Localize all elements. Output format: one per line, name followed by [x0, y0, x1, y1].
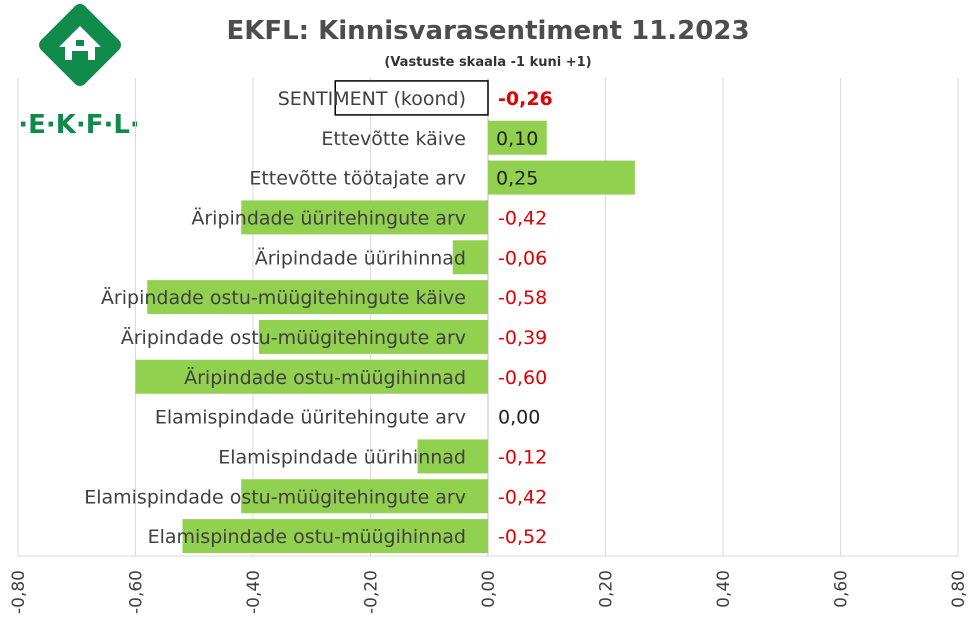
ekfl-logo: ·E·K·F·L·	[18, 4, 140, 140]
bar	[488, 120, 547, 155]
x-tick-label: -0,20	[362, 570, 382, 614]
bars	[135, 80, 635, 554]
value-labels: -0,26 0,10 0,25 -0,42 -0,06 -0,58 -0,39 -0,60 0,…	[496, 88, 553, 548]
bar	[182, 519, 488, 554]
x-tick-label: 0,00	[479, 570, 499, 608]
value-label: -0,52	[498, 526, 547, 548]
value-label: -0,58	[498, 287, 547, 309]
value-label: -0,42	[498, 486, 547, 508]
bar	[334, 80, 489, 116]
category-label: Elamispindade üürihinnad	[218, 446, 466, 468]
category-label: Äripindade ostu-müügitehingute käive	[101, 286, 466, 309]
value-label: -0,60	[498, 367, 547, 389]
category-labels: SENTIMENT (koond) Ettevõtte käive Ettevõtt…	[84, 88, 466, 548]
bar	[452, 240, 488, 275]
value-label: -0,42	[498, 207, 547, 229]
value-label: -0,39	[498, 327, 547, 349]
x-tick-label: -0,80	[9, 570, 29, 614]
value-label: -0,26	[498, 88, 553, 110]
category-label: SENTIMENT (koond)	[278, 88, 466, 110]
x-tick-label: 0,20	[597, 570, 617, 608]
value-label: 0,25	[496, 168, 538, 190]
value-label: 0,10	[496, 128, 538, 150]
x-tick-label: -0,40	[244, 570, 264, 614]
bar	[241, 479, 488, 514]
x-tick-label: 0,80	[949, 570, 969, 608]
x-tick-label: 0,40	[714, 570, 734, 608]
value-label: 0,00	[498, 407, 540, 429]
category-label: Ettevõtte töötajate arv	[249, 168, 466, 190]
chart-subtitle: (Vastuste skaala -1 kuni +1)	[384, 55, 591, 70]
category-label: Äripindade üürihinnad	[255, 246, 466, 269]
x-tick-label: 0,60	[832, 570, 852, 608]
x-tick-label: -0,60	[127, 570, 147, 614]
bar	[488, 160, 635, 195]
category-label: Elamispindade ostu-müügitehingute arv	[84, 486, 466, 508]
bar	[258, 319, 488, 354]
bar	[147, 280, 488, 315]
bar	[241, 200, 488, 235]
bar	[135, 359, 488, 394]
category-label: Elamispindade ostu-müügihinnad	[148, 526, 466, 548]
category-label: Ettevõtte käive	[321, 128, 466, 150]
gridlines	[17, 78, 959, 557]
value-label: -0,06	[498, 247, 547, 269]
bar	[417, 439, 488, 474]
logo-text: ·E·K·F·L·	[18, 110, 140, 140]
category-label: Äripindade ostu-müügihinnad	[184, 366, 466, 389]
category-label: Äripindade ostu-müügitehingute arv	[121, 326, 466, 349]
ekfl-house-logo-icon	[39, 4, 121, 86]
category-label: Elamispindade üüritehingute arv	[155, 407, 466, 429]
x-axis-ticks: -0,80 -0,60 -0,40 -0,20 0,00 0,20 0,40 0,60 0,80	[9, 570, 969, 614]
chart-title: EKFL: Kinnisvarasentiment 11.2023	[226, 16, 749, 46]
category-label: Äripindade üüritehingute arv	[191, 206, 466, 229]
value-label: -0,12	[498, 446, 547, 468]
